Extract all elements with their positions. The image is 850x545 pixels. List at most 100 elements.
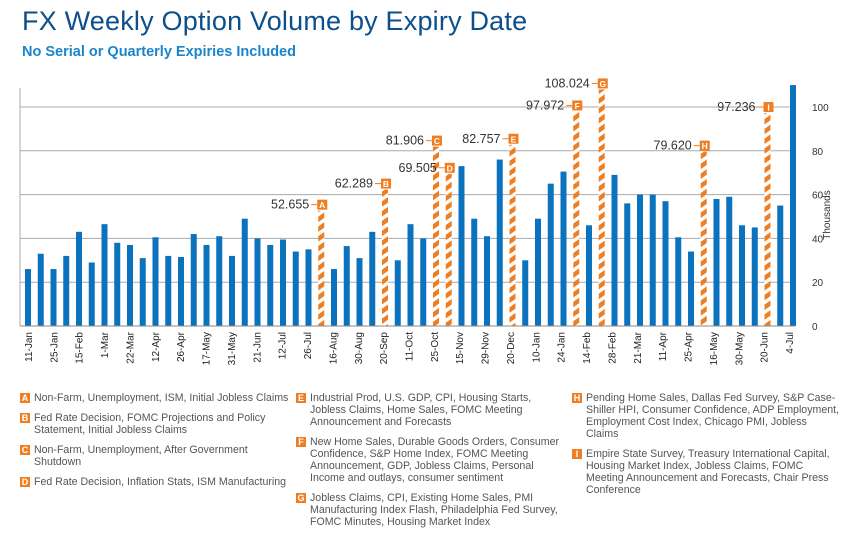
legend-key-marker: H xyxy=(572,393,582,403)
legend-text: Pending Home Sales, Dallas Fed Survey, S… xyxy=(586,392,839,440)
legend-text: Non-Farm, Unemployment, ISM, Initial Job… xyxy=(34,392,289,404)
event-marker-letter: A xyxy=(319,200,325,210)
bar xyxy=(407,224,414,326)
legend-key-marker: G xyxy=(296,493,306,503)
bar xyxy=(484,236,490,326)
event-marker-F xyxy=(572,100,583,111)
legend-item-C: C Non-Farm, Unemployment, After Governmen… xyxy=(20,444,290,468)
event-marker-letter: B xyxy=(383,179,389,189)
legend-key-marker: C xyxy=(20,445,30,455)
legend-column-1: A Non-Farm, Unemployment, ISM, Initial Jo… xyxy=(20,392,290,496)
bar-chart: 0 20 40 60 80 100 Thousands 11-Jan 25-Jan 15-Feb 1… xyxy=(19,76,833,365)
event-marker-letter: G xyxy=(599,79,606,89)
chart-title: FX Weekly Option Volume by Expiry Date xyxy=(22,6,528,36)
bar xyxy=(662,201,669,326)
legend-text: Fed Rate Decision, FOMC Projections and … xyxy=(34,412,266,436)
event-marker-B xyxy=(381,178,391,189)
bar xyxy=(649,194,656,326)
x-tick-label: 29-Nov xyxy=(481,332,492,364)
bar xyxy=(394,260,401,326)
legend-item-D: D Fed Rate Decision, Inflation Stats, ISM… xyxy=(20,476,290,488)
legend-item-I: I Empire State Survey, Treasury Internati… xyxy=(572,448,842,496)
event-value-label: 52.655 xyxy=(271,198,309,212)
bar xyxy=(586,225,592,326)
x-tick-label: 31-May xyxy=(227,332,238,365)
bar xyxy=(203,244,210,326)
legend-item-G: G Jobless Claims, CPI, Existing Home Sale… xyxy=(296,492,566,528)
bar xyxy=(637,194,643,326)
event-value-label: 62.289 xyxy=(335,177,373,191)
event-value-label: 97.972 xyxy=(526,98,564,112)
bar xyxy=(420,238,427,326)
bar xyxy=(50,269,57,326)
bar xyxy=(343,246,350,326)
event-marker-D xyxy=(444,162,455,173)
event-bar-H xyxy=(700,151,707,326)
legend-key-marker: E xyxy=(296,393,306,403)
bar xyxy=(114,242,121,326)
event-marker-letter: C xyxy=(434,136,440,146)
bar xyxy=(751,227,758,326)
event-marker-letter: D xyxy=(447,163,453,173)
x-tick-label: 20-Sep xyxy=(379,332,390,365)
bar xyxy=(471,218,478,326)
event-bar-G xyxy=(598,89,605,327)
bar xyxy=(777,205,784,326)
x-tick-label: 1-Mar xyxy=(100,331,111,358)
x-tick-label: 26-Jul xyxy=(303,332,314,359)
event-bar-C xyxy=(433,146,439,326)
y-tick-label: 20 xyxy=(812,278,824,289)
event-marker-H xyxy=(699,140,710,151)
x-tick-label: 11-Jan xyxy=(24,332,35,362)
bar xyxy=(63,255,70,326)
x-tick-label: 12-Jul xyxy=(278,332,289,359)
event-marker-letter: F xyxy=(575,101,580,111)
bar xyxy=(458,166,465,326)
y-tick-label: 0 xyxy=(812,322,818,333)
x-tick-label: 11-Apr xyxy=(658,331,669,361)
x-tick-label: 25-Oct xyxy=(430,332,441,362)
legend-key-marker: F xyxy=(296,437,306,447)
event-value-label: 69.505 xyxy=(399,161,437,175)
event-marker-I xyxy=(763,102,774,113)
x-tick-label: 15-Nov xyxy=(455,332,466,364)
event-bar-I xyxy=(764,113,771,326)
event-marker-letter: E xyxy=(511,134,517,144)
x-tick-label: 30-May xyxy=(734,332,745,365)
event-bar-D xyxy=(445,173,452,326)
bar xyxy=(624,203,631,326)
event-bar-F xyxy=(573,111,580,327)
bar xyxy=(101,224,108,326)
event-value-label: 108.024 xyxy=(545,76,590,90)
bar xyxy=(127,244,133,326)
x-tick-label: 15-Feb xyxy=(75,332,86,364)
x-tick-label: 4-Jul xyxy=(785,332,796,354)
bar xyxy=(675,237,682,326)
bar xyxy=(688,251,694,326)
bar xyxy=(331,269,337,326)
bar xyxy=(535,218,541,326)
legend-item-B: B Fed Rate Decision, FOMC Projections and… xyxy=(20,412,290,436)
legend-text: New Home Sales, Durable Goods Orders, Co… xyxy=(310,436,560,484)
bars xyxy=(25,85,796,327)
bar xyxy=(152,237,159,326)
bar xyxy=(241,218,248,326)
bar xyxy=(611,174,618,326)
legend-item-A: A Non-Farm, Unemployment, ISM, Initial Jo… xyxy=(20,392,290,404)
x-tick-label: 11-Oct xyxy=(405,332,416,361)
event-value-label: 81.906 xyxy=(386,134,424,148)
y-tick-label: 80 xyxy=(812,147,824,158)
bar xyxy=(739,225,745,326)
x-tick-label: 20-Dec xyxy=(506,332,517,364)
event-marker-E xyxy=(508,133,519,144)
y-tick-label: 40 xyxy=(812,234,824,245)
bar xyxy=(790,85,796,326)
legend-text: Jobless Claims, CPI, Existing Home Sales… xyxy=(310,492,558,528)
chart-subtitle: No Serial or Quarterly Expiries Included xyxy=(22,44,296,60)
x-tick-label: 16-May xyxy=(709,332,720,365)
event-marker-G xyxy=(597,78,608,89)
x-tick-label: 25-Apr xyxy=(684,331,695,362)
event-marker-letter: H xyxy=(702,141,708,151)
legend-item-E: E Industrial Prod, U.S. GDP, CPI, Housing… xyxy=(296,392,566,428)
legend-key-marker: B xyxy=(20,413,30,423)
